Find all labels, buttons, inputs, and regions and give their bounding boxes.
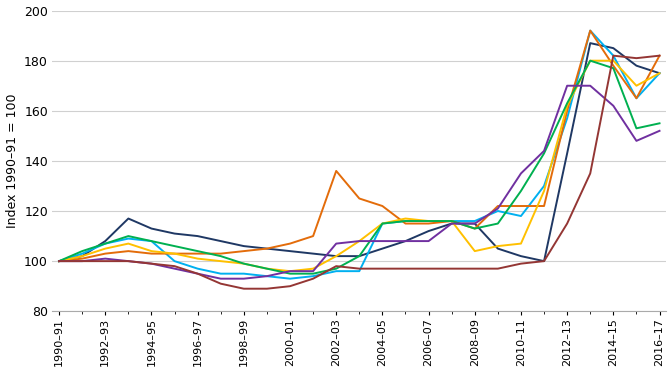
Y-axis label: Index 1990–91 = 100: Index 1990–91 = 100: [5, 94, 19, 228]
